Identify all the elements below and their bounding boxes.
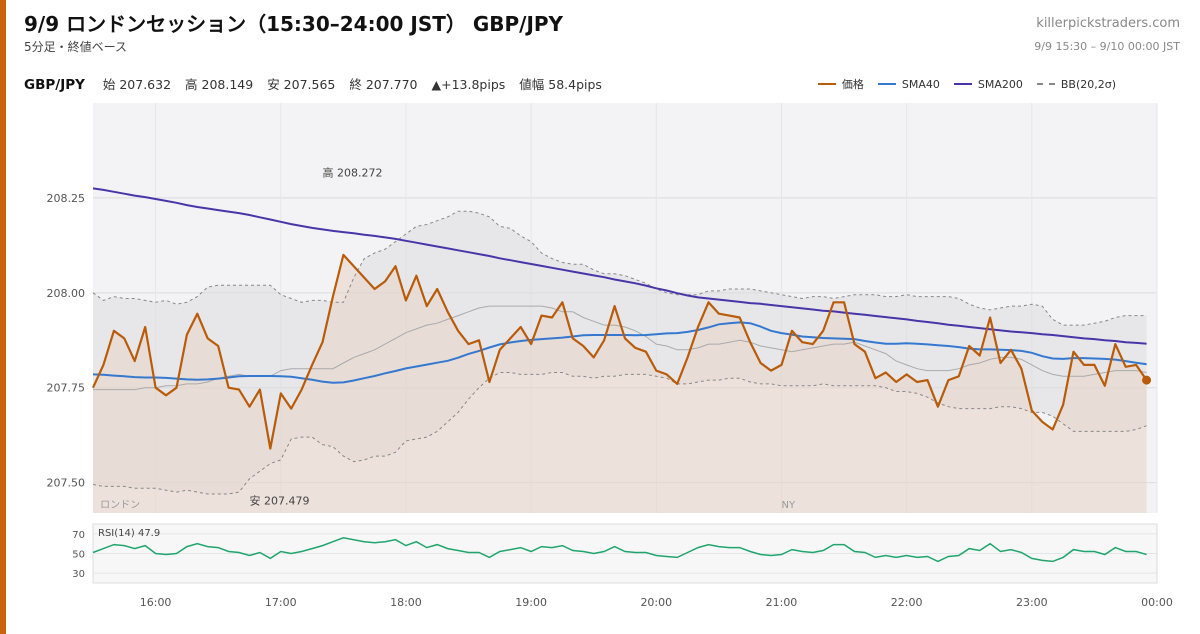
x-tick-label: 16:00 [140,596,172,609]
x-tick-label: 21:00 [766,596,798,609]
chart-legend: 価格 SMA40 SMA200 BB(20,2σ) [817,76,1116,92]
stats-bar: GBP/JPY 始 207.632 高 208.149 安 207.565 終 … [24,74,612,93]
rsi-tick-label: 30 [72,569,85,580]
site-link[interactable]: killerpickstraders.com [1036,16,1180,31]
rsi-tick-label: 70 [72,530,85,541]
pair-label: GBP/JPY [24,77,85,93]
x-tick-label: 19:00 [515,596,547,609]
legend-label-sma40: SMA40 [901,77,940,91]
session-label: ロンドン [100,500,140,511]
legend-label-sma200: SMA200 [977,77,1023,91]
stat-low: 安 207.565 [267,77,336,92]
rsi-tick-label: 50 [72,550,85,561]
price-line [91,253,1148,450]
x-tick-label: 18:00 [390,596,422,609]
y-tick-label: 207.75 [47,382,86,395]
page-title: 9/9 ロンドンセッション（15:30–24:00 JST） GBP/JPY [24,12,564,36]
stat-width: 値幅 58.4pips [519,77,602,92]
x-tick-label: 22:00 [891,596,923,609]
bb-upper-line [92,210,1147,326]
date-range: 9/9 15:30 – 9/10 00:00 JST [1034,40,1180,53]
legend-swatch-price [817,83,836,85]
y-tick-label: 208.00 [47,287,86,300]
x-tick-label: 23:00 [1016,596,1048,609]
legend-label-bb: BB(20,2σ) [1060,77,1116,91]
stat-close: 終 207.770 [349,77,418,92]
x-tick-label: 20:00 [640,596,672,609]
bb-lower-line [92,372,1147,495]
legend-item-price[interactable]: 価格 [817,76,864,92]
rsi-label: RSI(14) 47.9 [98,528,160,539]
legend-item-sma40[interactable]: SMA40 [877,77,940,91]
price-area-fill [93,254,1147,513]
rsi-line [92,537,1147,563]
x-tick-label: 00:00 [1141,596,1173,609]
legend-item-sma200[interactable]: SMA200 [953,77,1023,91]
sma200-line [92,187,1147,345]
legend-swatch-bb [1036,83,1055,85]
legend-swatch-sma40 [877,83,896,85]
session-label: NY [781,500,795,511]
legend-swatch-sma200 [953,83,972,85]
legend-label-price: 価格 [841,78,864,91]
stat-high: 高 208.149 [185,77,254,92]
stat-open: 始 207.632 [102,77,172,92]
stat-change: ▲+13.8pips [431,77,506,92]
y-tick-label: 208.25 [47,192,86,205]
high-annotation: 高 208.272 [322,166,382,180]
legend-item-bb[interactable]: BB(20,2σ) [1036,77,1116,91]
page-subtitle: 5分足・終値ベース [24,40,128,54]
y-tick-label: 207.50 [47,477,86,490]
accent-bar [0,0,6,634]
x-tick-label: 17:00 [265,596,297,609]
price-last-point [1142,375,1152,385]
low-annotation: 安 207.479 [249,494,309,508]
